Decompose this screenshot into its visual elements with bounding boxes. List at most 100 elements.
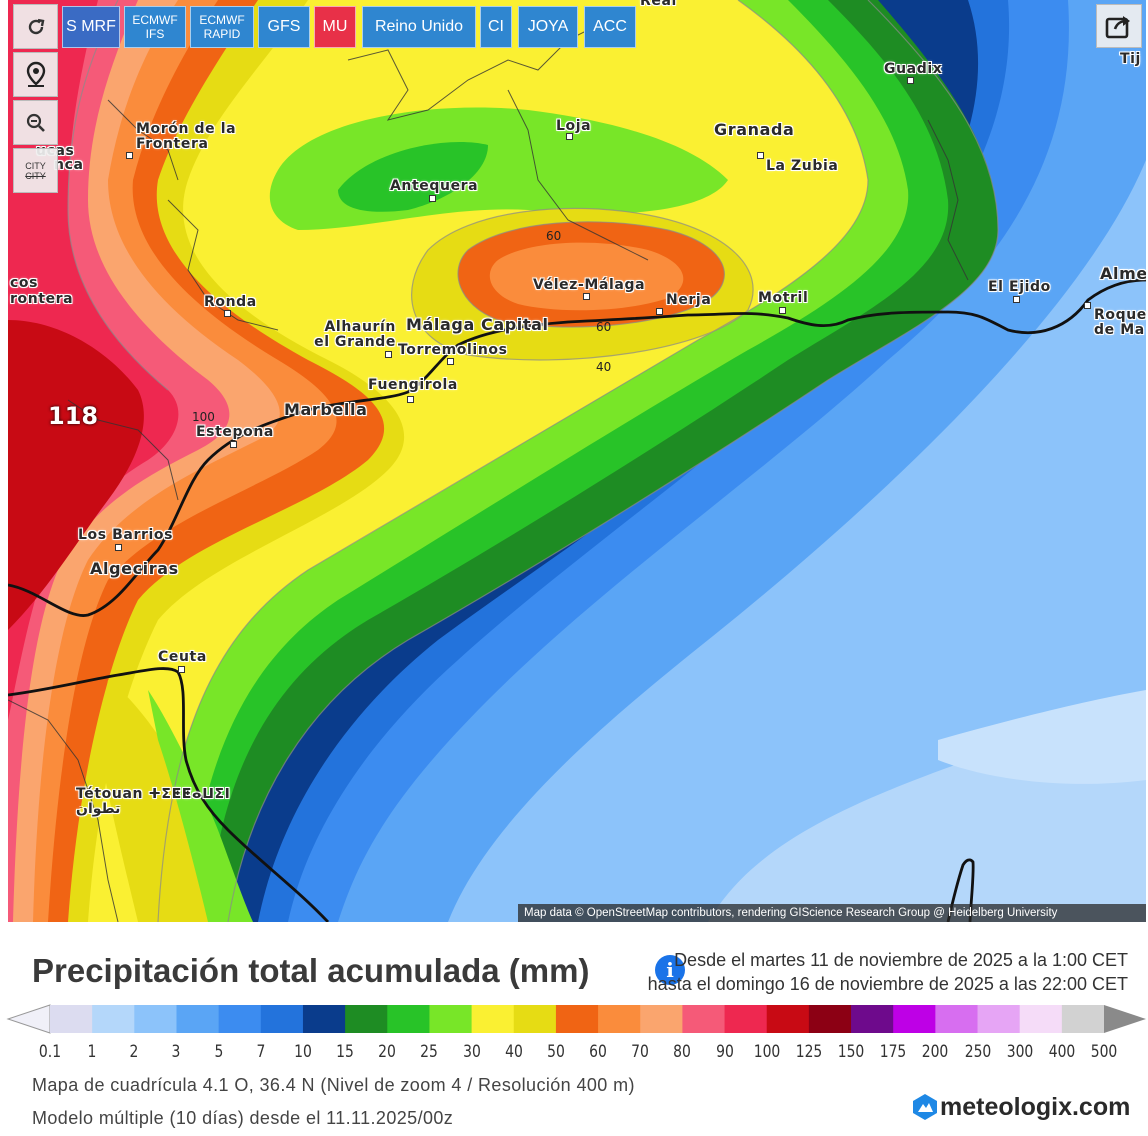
contour-label: 40 xyxy=(596,360,612,374)
colorbar-swatch xyxy=(1019,1005,1063,1033)
model-button-reino-unido[interactable]: Reino Unido xyxy=(362,6,476,48)
model-button-gfs[interactable]: GFS xyxy=(258,6,310,48)
city-marker xyxy=(907,77,914,84)
city-toggle-button[interactable]: CITY CITY xyxy=(13,148,58,193)
meteologix-logo-icon xyxy=(913,1094,937,1120)
colorbar-swatch xyxy=(513,1005,557,1033)
colorbar-swatch xyxy=(766,1005,810,1033)
model-button-mu[interactable]: MU xyxy=(314,6,356,48)
colorbar-tick-label: 200 xyxy=(922,1042,949,1062)
refresh-icon xyxy=(28,18,44,34)
precipitation-map[interactable]: 60 60 40 100 118 Guadix Morón de la Fron… xyxy=(8,0,1146,922)
date-range: Desde el martes 11 de noviembre de 2025 … xyxy=(648,948,1128,996)
city-label-estepona: Estepona xyxy=(196,424,274,440)
city-marker xyxy=(178,666,185,673)
share-button[interactable] xyxy=(1096,4,1142,48)
colorbar-tick-label: 150 xyxy=(837,1042,865,1062)
zoom-out-button[interactable] xyxy=(13,100,58,145)
city-label-antequera: Antequera xyxy=(390,178,479,194)
model-button-acc[interactable]: ACC xyxy=(584,6,636,48)
zoom-out-icon xyxy=(26,113,45,132)
refresh-button[interactable] xyxy=(13,4,58,49)
colorbar-tick-label: 90 xyxy=(715,1042,734,1062)
colorbar-swatch xyxy=(345,1005,388,1033)
city-label-algeciras: Algeciras xyxy=(90,559,179,578)
model-button-label: ECMWF IFS xyxy=(132,13,178,41)
city-marker xyxy=(224,310,231,317)
city-label-marbella: Marbella xyxy=(284,400,368,419)
contour-label: 100 xyxy=(192,410,215,424)
city-marker xyxy=(447,358,454,365)
colorbar-swatch xyxy=(555,1005,599,1033)
city-marker xyxy=(230,441,237,448)
colorbar-tick-label: 300 xyxy=(1006,1042,1033,1062)
colorbar-swatch xyxy=(640,1005,683,1033)
colorbar-tick-label: 40 xyxy=(504,1042,523,1062)
city-label-nerja: Nerja xyxy=(666,292,712,308)
colorbar-tick-label: 15 xyxy=(336,1042,354,1062)
colorbar-tick-label: 7 xyxy=(256,1042,266,1062)
model-button-label: GFS xyxy=(267,18,301,35)
city-marker xyxy=(115,544,122,551)
colorbar-tick-label: 70 xyxy=(631,1042,650,1062)
model-button-ecmwf-ifs[interactable]: ECMWF IFS xyxy=(124,6,186,48)
colorbar-swatch xyxy=(429,1005,473,1033)
city-marker xyxy=(656,308,663,315)
city-label-guadix: Guadix xyxy=(884,61,943,77)
model-button-s-mrf[interactable]: S MRF xyxy=(62,6,120,48)
colorbar-tick-label: 80 xyxy=(673,1042,692,1062)
model-button-label: CI xyxy=(488,18,504,35)
model-button-ecmwf-rapid[interactable]: ECMWF RAPID xyxy=(190,6,254,48)
colorbar-tick-label: 400 xyxy=(1048,1042,1076,1062)
city-label-loja: Loja xyxy=(556,118,592,134)
colorbar-swatch xyxy=(471,1005,515,1033)
date-to: hasta el domingo 16 de noviembre de 2025… xyxy=(647,974,1128,994)
colorbar-tick-label: 125 xyxy=(795,1042,823,1062)
contour-label: 60 xyxy=(596,320,612,334)
city-label-partial: nca xyxy=(54,157,84,173)
colorbar-swatch xyxy=(893,1005,936,1033)
legend-title: Precipitación total acumulada (mm) xyxy=(32,952,590,989)
model-button-joya[interactable]: JOYA xyxy=(518,6,578,48)
city-label-real: Real xyxy=(640,0,677,9)
colorbar-tick-label: 100 xyxy=(753,1042,781,1062)
city-marker xyxy=(1084,302,1091,309)
city-label-partial: cos xyxy=(10,275,39,291)
model-info: Modelo múltiple (10 días) desde el 11.11… xyxy=(32,1108,454,1128)
colorbar-tick-label: 175 xyxy=(879,1042,907,1062)
colorbar-swatch xyxy=(851,1005,894,1033)
max-value-label: 118 xyxy=(48,402,99,430)
city-label-los-barrios: Los Barrios xyxy=(78,527,174,543)
city-marker xyxy=(757,152,764,159)
grid-info: Mapa de cuadrícula 4.1 O, 36.4 N (Nivel … xyxy=(32,1075,635,1095)
model-button-label: ACC xyxy=(593,18,627,35)
city-marker xyxy=(429,195,436,202)
city-label-ronda: Ronda xyxy=(204,294,257,310)
precipitation-field xyxy=(8,0,1146,922)
colorbar-swatch xyxy=(218,1005,262,1033)
colorbar-tick-label: 1 xyxy=(87,1042,97,1062)
city-label-alhaurin: Alhaurín el Grande xyxy=(314,319,396,350)
colorbar-tick-label: 5 xyxy=(214,1042,224,1062)
colorbar-swatch xyxy=(92,1005,135,1033)
model-button-label: S MRF xyxy=(66,18,116,35)
city-label-el-ejido: El Ejido xyxy=(988,279,1051,295)
colorbar-tick-label: 250 xyxy=(964,1042,991,1062)
contour-label: 60 xyxy=(546,229,562,243)
city-label-torremolinos: Torremolinos xyxy=(398,342,508,358)
info-icon[interactable]: i xyxy=(655,955,685,985)
colorbar-max-arrow xyxy=(1104,1005,1146,1033)
colorbar-swatch xyxy=(935,1005,979,1033)
colorbar-tick-label: 3 xyxy=(172,1042,181,1062)
colorbar-tick-label: 50 xyxy=(547,1042,565,1062)
model-button-ci[interactable]: CI xyxy=(480,6,512,48)
brand-logo[interactable]: meteologix.com xyxy=(912,1090,1130,1124)
colorbar-tick-label: 25 xyxy=(420,1042,439,1062)
location-button[interactable] xyxy=(13,52,58,97)
colorbar-swatch xyxy=(302,1005,346,1033)
city-label-ceuta: Ceuta xyxy=(158,649,207,665)
model-button-label: Reino Unido xyxy=(374,18,464,35)
brand-name: meteologix.com xyxy=(940,1092,1131,1121)
city-marker xyxy=(385,351,392,358)
colorbar-swatch xyxy=(50,1005,93,1033)
